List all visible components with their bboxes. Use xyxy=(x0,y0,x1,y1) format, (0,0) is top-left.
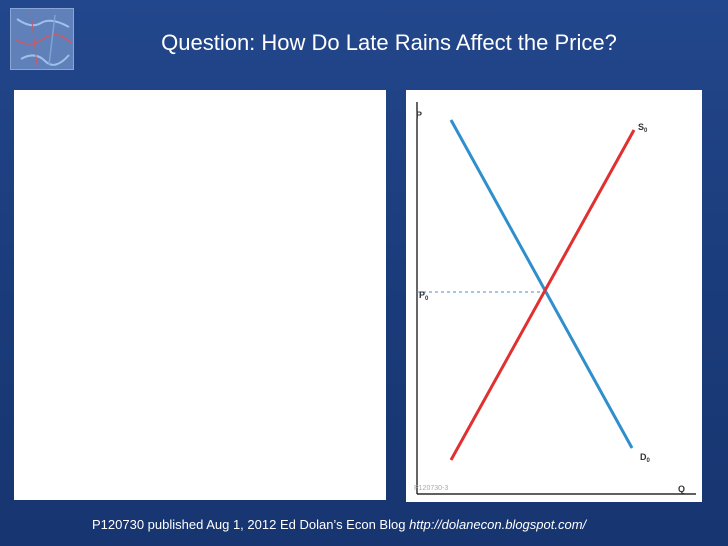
bullet-equilibrium: Show the new equilibrium price as P2 xyxy=(19,363,372,393)
y-axis-label: P xyxy=(416,110,422,120)
footer-text: P120730 published Aug 1, 2012 Ed Dolan’s… xyxy=(92,517,406,532)
diamond-bullet-icon xyxy=(19,291,38,310)
diagram-panel: P Q P0 S0 D0 P120730-3 xyxy=(406,90,702,502)
footer: P120730 published Aug 1, 2012 Ed Dolan’s… xyxy=(92,517,586,532)
supply-label: S0 xyxy=(638,122,648,134)
bullet-supply: Does the supply curve shift? If so, show… xyxy=(19,288,372,343)
bullet-text: Does the demand curve shift? If so, show… xyxy=(48,227,332,272)
supply-demand-diagram: P Q P0 S0 D0 P120730-3 xyxy=(414,102,696,495)
x-axis-label: Q xyxy=(678,484,685,494)
price-label: P0 xyxy=(419,290,429,302)
text-panel xyxy=(14,90,386,500)
figure-id: P120730-3 xyxy=(414,485,448,492)
logo-pattern-icon xyxy=(14,12,72,66)
supply-curve xyxy=(449,129,636,461)
slide-title: Question: How Do Late Rains Affect the P… xyxy=(161,30,617,55)
intro-question: Other things being equal, how do poor gr… xyxy=(22,152,350,222)
decorative-logo xyxy=(10,8,74,70)
bullet-demand: Does the demand curve shift? If so, show… xyxy=(19,225,372,280)
diamond-bullet-icon xyxy=(19,228,38,247)
bullet-text: Show the new equilibrium price as P2 xyxy=(48,365,344,385)
diamond-bullet-icon xyxy=(19,366,38,385)
demand-curve xyxy=(449,119,634,449)
footer-url[interactable]: http://dolanecon.blogspot.com/ xyxy=(409,517,587,532)
bullet-text: Does the supply curve shift? If so, show… xyxy=(48,290,366,335)
demand-label: D0 xyxy=(640,452,651,464)
